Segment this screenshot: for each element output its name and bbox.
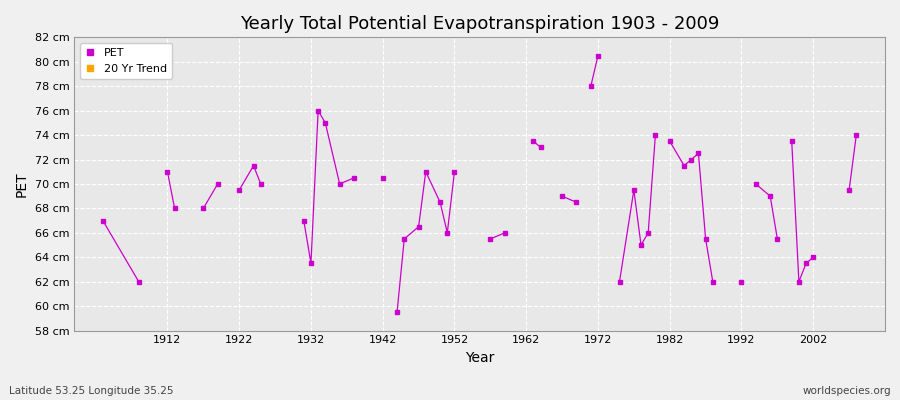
Legend: PET, 20 Yr Trend: PET, 20 Yr Trend — [80, 43, 172, 79]
X-axis label: Year: Year — [465, 351, 494, 365]
Text: worldspecies.org: worldspecies.org — [803, 386, 891, 396]
Title: Yearly Total Potential Evapotranspiration 1903 - 2009: Yearly Total Potential Evapotranspiratio… — [240, 15, 719, 33]
Y-axis label: PET: PET — [15, 171, 29, 197]
Text: Latitude 53.25 Longitude 35.25: Latitude 53.25 Longitude 35.25 — [9, 386, 174, 396]
